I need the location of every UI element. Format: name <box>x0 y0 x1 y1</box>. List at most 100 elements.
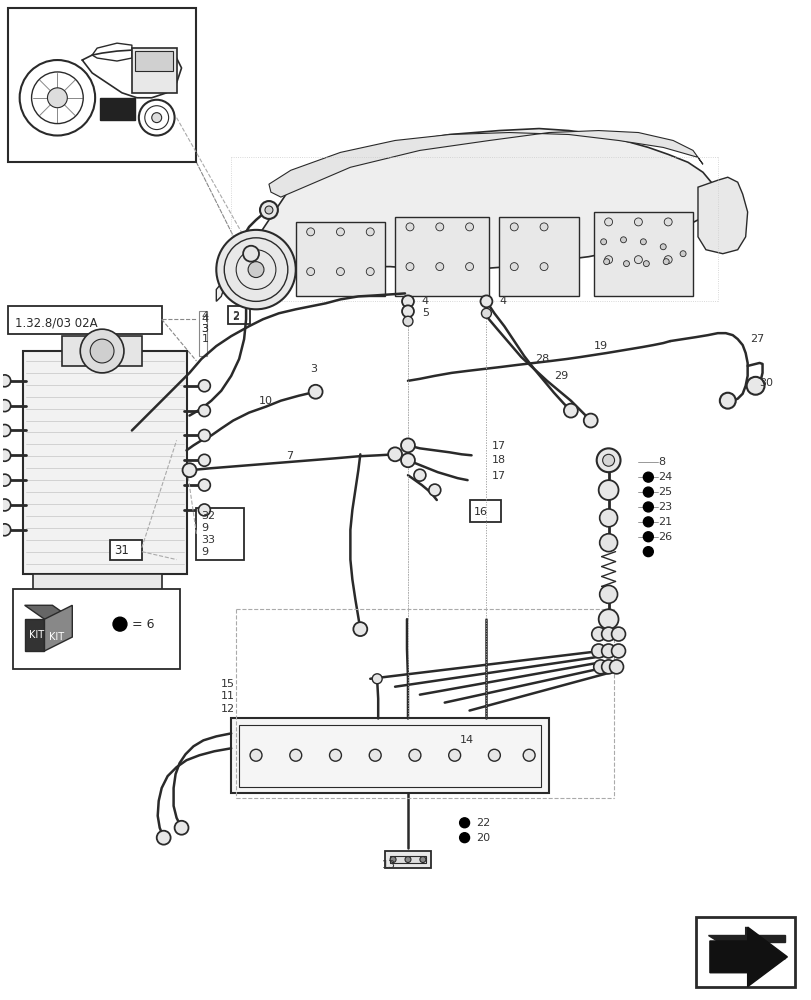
Circle shape <box>409 749 420 761</box>
Circle shape <box>599 509 617 527</box>
Circle shape <box>401 305 414 317</box>
Circle shape <box>369 749 380 761</box>
Circle shape <box>406 223 414 231</box>
Circle shape <box>601 660 615 674</box>
Circle shape <box>659 244 665 250</box>
Text: KIT: KIT <box>49 632 65 642</box>
Circle shape <box>329 749 341 761</box>
Text: 21: 21 <box>658 517 672 527</box>
Circle shape <box>260 201 277 219</box>
Text: 14: 14 <box>459 735 473 745</box>
Circle shape <box>593 660 607 674</box>
Polygon shape <box>45 605 72 651</box>
Circle shape <box>428 484 440 496</box>
Bar <box>13 589 179 669</box>
Circle shape <box>663 259 668 265</box>
Circle shape <box>480 295 491 307</box>
Text: 7: 7 <box>285 451 293 461</box>
Circle shape <box>152 113 161 123</box>
Circle shape <box>642 502 653 512</box>
Text: 16: 16 <box>473 507 487 517</box>
Circle shape <box>401 453 414 467</box>
Text: 2: 2 <box>232 312 239 322</box>
Circle shape <box>307 268 314 276</box>
Circle shape <box>596 448 620 472</box>
Text: 28: 28 <box>534 354 549 364</box>
Bar <box>295 222 384 296</box>
Bar <box>228 306 250 324</box>
Circle shape <box>591 644 605 658</box>
Circle shape <box>90 339 114 363</box>
Circle shape <box>448 749 460 761</box>
Bar <box>231 718 548 793</box>
Circle shape <box>488 749 500 761</box>
Polygon shape <box>697 177 747 254</box>
Circle shape <box>371 674 382 684</box>
Polygon shape <box>24 619 45 651</box>
Text: 17: 17 <box>491 441 505 451</box>
Circle shape <box>611 644 624 658</box>
Text: 24: 24 <box>658 472 672 482</box>
Circle shape <box>459 833 469 843</box>
Circle shape <box>746 377 764 395</box>
Polygon shape <box>24 605 72 619</box>
Circle shape <box>174 821 188 835</box>
Bar <box>239 725 540 787</box>
Circle shape <box>113 617 127 631</box>
Circle shape <box>401 295 414 307</box>
Circle shape <box>663 218 672 226</box>
Bar <box>135 51 173 71</box>
Circle shape <box>509 263 517 271</box>
Text: 17: 17 <box>491 471 505 481</box>
Circle shape <box>642 261 649 267</box>
Text: 25: 25 <box>658 487 672 497</box>
Circle shape <box>198 429 210 441</box>
Circle shape <box>242 246 259 262</box>
Circle shape <box>198 380 210 392</box>
Bar <box>23 351 187 574</box>
Circle shape <box>633 218 642 226</box>
Circle shape <box>366 228 374 236</box>
Circle shape <box>290 749 302 761</box>
Text: 9: 9 <box>201 523 208 533</box>
Circle shape <box>0 375 11 387</box>
Circle shape <box>198 479 210 491</box>
Bar <box>100 98 135 120</box>
Text: 18: 18 <box>491 455 505 465</box>
Circle shape <box>436 263 443 271</box>
Circle shape <box>414 469 425 481</box>
Circle shape <box>591 627 605 641</box>
Circle shape <box>389 857 396 863</box>
Circle shape <box>598 480 618 500</box>
Text: 23: 23 <box>658 502 672 512</box>
Polygon shape <box>709 927 787 987</box>
Circle shape <box>680 251 685 257</box>
Circle shape <box>563 404 577 418</box>
Polygon shape <box>744 927 784 959</box>
Bar <box>395 217 489 296</box>
Circle shape <box>198 405 210 417</box>
Circle shape <box>583 414 597 427</box>
Text: 22: 22 <box>476 818 490 828</box>
Circle shape <box>623 261 629 267</box>
Circle shape <box>459 818 469 828</box>
Text: 9: 9 <box>201 547 208 557</box>
Circle shape <box>0 524 11 536</box>
Circle shape <box>598 609 618 629</box>
Circle shape <box>388 447 401 461</box>
Text: 4: 4 <box>499 296 506 306</box>
Text: 12: 12 <box>221 704 235 714</box>
Text: 1.32.8/03 02A: 1.32.8/03 02A <box>15 317 97 330</box>
Circle shape <box>157 831 170 845</box>
Polygon shape <box>216 227 300 301</box>
Circle shape <box>264 206 272 214</box>
Bar <box>8 8 196 162</box>
Circle shape <box>633 256 642 264</box>
Circle shape <box>216 230 295 309</box>
Text: 19: 19 <box>593 341 607 351</box>
Circle shape <box>600 239 606 245</box>
Circle shape <box>336 228 344 236</box>
Circle shape <box>603 259 609 265</box>
Circle shape <box>419 857 425 863</box>
Circle shape <box>366 268 374 276</box>
